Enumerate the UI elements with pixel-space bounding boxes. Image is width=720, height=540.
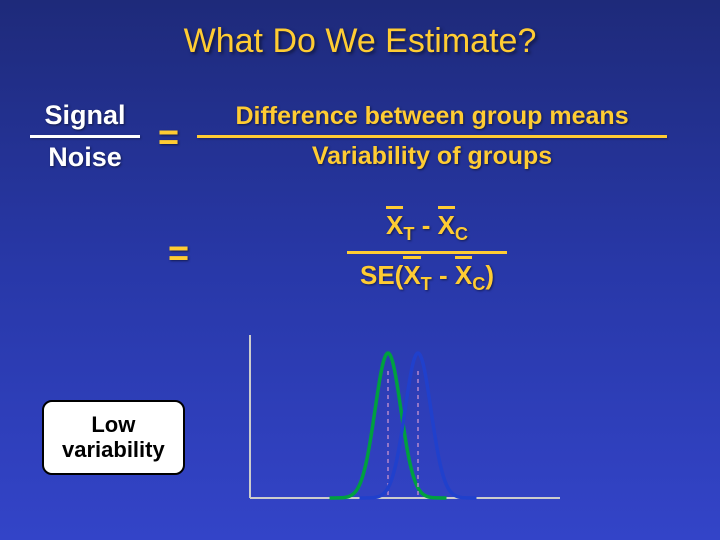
xbar-t: X xyxy=(403,260,420,291)
denominator-variability: Variability of groups xyxy=(312,142,552,171)
equals-sign: = xyxy=(168,232,189,274)
low-variability-label: Lowvariability xyxy=(42,400,185,475)
equation-row-1: Signal Noise = Difference between group … xyxy=(30,100,690,173)
numerator-difference: Difference between group means xyxy=(235,102,628,131)
fraction-formula: XT - XC SE(XT - XC) xyxy=(207,210,647,295)
distribution-chart xyxy=(240,330,570,510)
denominator-noise: Noise xyxy=(48,142,122,173)
fraction-difference-variability: Difference between group means Variabili… xyxy=(197,102,667,171)
fraction-bar xyxy=(30,135,140,138)
fraction-signal-noise: Signal Noise xyxy=(30,100,140,173)
xbar-c: X xyxy=(438,210,455,241)
formula-numerator: XT - XC xyxy=(207,210,647,245)
equation-row-2: = XT - XC SE(XT - XC) xyxy=(150,210,690,295)
fraction-bar xyxy=(197,135,667,138)
xbar-c: X xyxy=(455,260,472,291)
formula-denominator: SE(XT - XC) xyxy=(207,260,647,295)
fraction-bar xyxy=(347,251,507,254)
numerator-signal: Signal xyxy=(44,100,125,131)
xbar-t: X xyxy=(386,210,403,241)
slide-title: What Do We Estimate? xyxy=(0,0,720,61)
equals-sign: = xyxy=(158,116,179,158)
